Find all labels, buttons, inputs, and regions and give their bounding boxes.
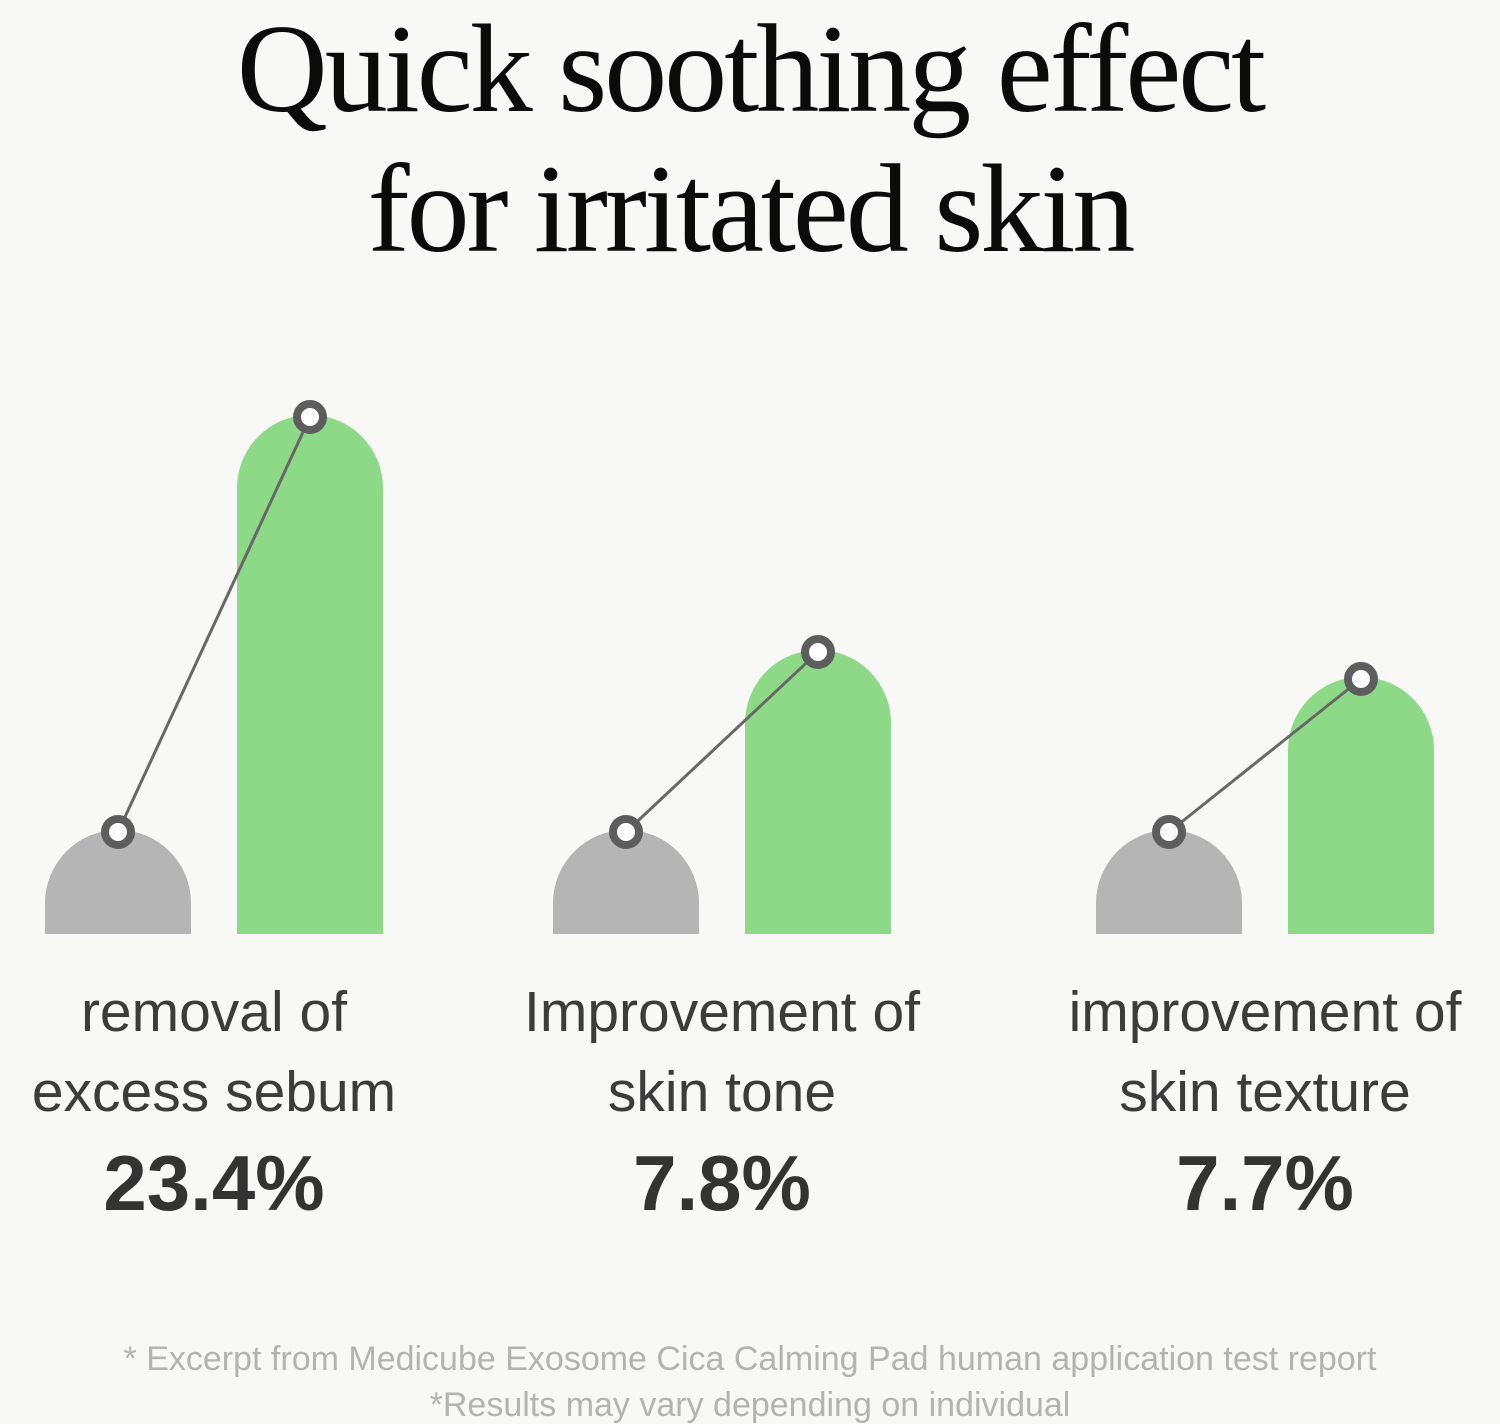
- category-text: skin tone: [607, 1060, 837, 1124]
- before-marker: [1152, 815, 1186, 849]
- category-label-sebum: removal of excess sebum 23.4%: [0, 972, 494, 1226]
- category-text: skin texture: [1119, 1060, 1411, 1124]
- category-text: excess sebum: [31, 1060, 397, 1124]
- page-title: Quick soothing effect for irritated skin: [0, 0, 1500, 280]
- bar-before: [1096, 830, 1242, 934]
- category-text: removal of: [80, 980, 348, 1044]
- percent-value: 23.4%: [103, 1139, 325, 1227]
- title-line-2: for irritated skin: [367, 140, 1136, 279]
- percent-value: 7.8%: [633, 1139, 811, 1227]
- before-marker: [609, 815, 643, 849]
- before-marker: [101, 815, 135, 849]
- bar-before: [45, 830, 191, 934]
- category-text: improvement of: [1068, 980, 1462, 1044]
- disclaimer: * Excerpt from Medicube Exosome Cica Cal…: [0, 1336, 1500, 1424]
- disclaimer-line-1: * Excerpt from Medicube Exosome Cica Cal…: [123, 1340, 1377, 1378]
- rise-connector-line: [116, 416, 312, 833]
- title-line-1: Quick soothing effect: [236, 0, 1266, 139]
- bar-after: [237, 415, 383, 934]
- bar-after: [745, 650, 891, 934]
- percent-value: 7.7%: [1176, 1139, 1354, 1227]
- bar-before: [553, 830, 699, 934]
- after-marker: [801, 635, 835, 669]
- disclaimer-line-2: *Results may vary depending on individua…: [429, 1386, 1071, 1424]
- category-label-skin-texture: improvement of skin texture 7.7%: [985, 972, 1500, 1226]
- rise-connector-line: [1168, 677, 1362, 834]
- category-label-skin-tone: Improvement of skin tone 7.8%: [442, 972, 1002, 1226]
- bar-after: [1288, 677, 1434, 934]
- after-marker: [1344, 662, 1378, 696]
- category-text: Improvement of: [524, 980, 920, 1044]
- rise-connector-line: [624, 650, 820, 834]
- after-marker: [293, 400, 327, 434]
